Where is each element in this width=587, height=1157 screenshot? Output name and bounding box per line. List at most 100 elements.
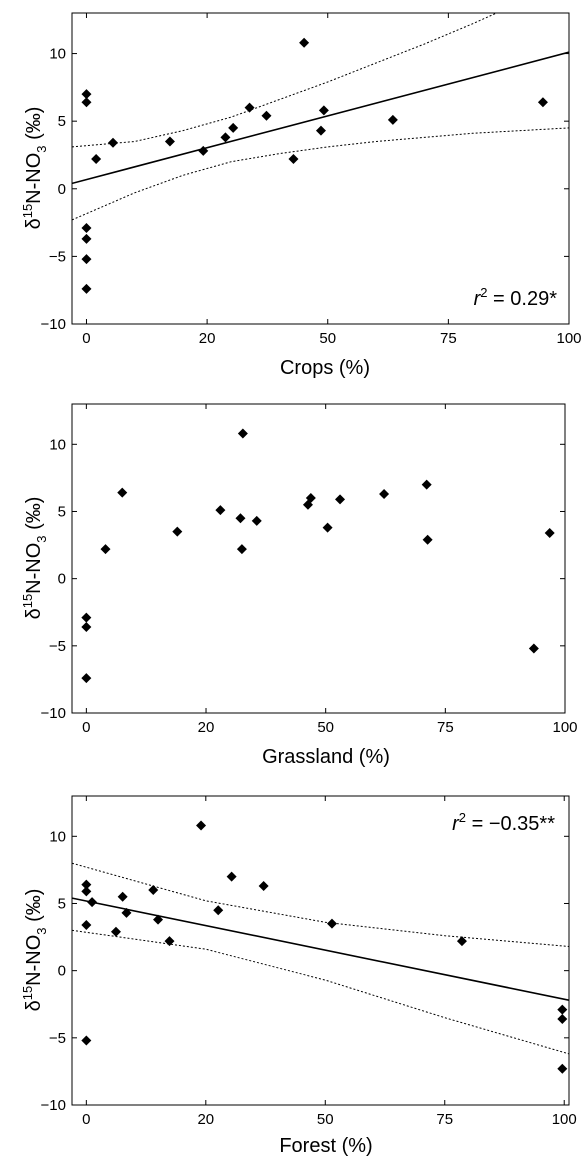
data-point	[81, 622, 92, 633]
y-tick-label: 0	[58, 963, 66, 980]
data-point	[164, 936, 175, 947]
data-point	[148, 885, 159, 896]
regression-line	[72, 897, 569, 1001]
y-axis-title: δ15N-NO3 (‰)	[20, 889, 49, 1012]
data-point	[528, 643, 539, 654]
data-point	[228, 122, 239, 133]
y-axis-title: δ15N-NO3 (‰)	[20, 107, 49, 230]
y-tick-label: 10	[49, 46, 66, 63]
x-tick-label: 50	[319, 330, 336, 347]
data-point	[557, 1014, 568, 1025]
y-tick-label: −10	[41, 316, 66, 333]
x-tick-label: 50	[317, 719, 334, 736]
x-tick-label: 20	[198, 719, 215, 736]
y-tick-label: −5	[49, 1030, 66, 1047]
data-point	[100, 544, 111, 555]
data-point	[81, 1035, 92, 1046]
data-point	[236, 544, 247, 555]
y-tick-label: 5	[58, 503, 66, 520]
x-tick-label: 0	[82, 1111, 90, 1128]
x-tick-label: 100	[552, 1111, 577, 1128]
data-point	[121, 907, 132, 918]
x-axis-title: Grassland (%)	[262, 746, 390, 768]
data-point	[81, 673, 92, 684]
y-tick-label: 10	[49, 828, 66, 845]
data-point	[81, 233, 92, 244]
y-tick-label: −5	[49, 638, 66, 655]
data-point	[117, 487, 128, 498]
x-tick-label: 0	[82, 719, 90, 736]
x-tick-label: 100	[556, 330, 581, 347]
data-point	[318, 105, 329, 116]
data-point	[288, 154, 299, 165]
x-tick-label: 0	[82, 330, 90, 347]
y-axis-title: δ15N-NO3 (‰)	[20, 497, 49, 620]
x-tick-label: 75	[436, 1111, 453, 1128]
data-point	[235, 513, 246, 524]
data-point	[110, 926, 121, 937]
data-point	[81, 919, 92, 930]
data-point	[387, 114, 398, 125]
data-point	[322, 522, 333, 533]
data-point	[81, 612, 92, 623]
data-point	[81, 97, 92, 108]
data-point	[172, 526, 183, 537]
data-point	[544, 527, 555, 538]
y-tick-label: −5	[49, 248, 66, 265]
regression-line	[72, 51, 569, 185]
data-point	[226, 871, 237, 882]
x-axis-title: Forest (%)	[279, 1135, 372, 1157]
x-tick-label: 75	[437, 719, 454, 736]
data-point	[81, 254, 92, 265]
x-axis-title: Crops (%)	[280, 357, 370, 379]
data-point	[537, 97, 548, 108]
data-point	[258, 881, 269, 892]
y-tick-label: −10	[41, 1097, 66, 1114]
plot-area	[71, 795, 570, 1106]
data-point	[422, 534, 433, 545]
y-tick-label: −10	[41, 705, 66, 722]
chart-crops: −10 −5 0 5 10 0 20 50 75 100 Crops (%) δ15N-NO3 …	[20, 12, 582, 379]
data-point	[81, 222, 92, 233]
x-tick-label: 75	[440, 330, 457, 347]
r-squared-label: r2 = 0.29*	[474, 285, 558, 310]
data-point	[244, 102, 255, 113]
data-point	[108, 137, 119, 148]
data-point	[213, 905, 224, 916]
data-point	[379, 489, 390, 500]
data-point	[237, 428, 248, 439]
data-point	[251, 515, 262, 526]
data-point	[220, 132, 231, 143]
chart-forest: −10 −5 0 5 10 0 20 50 75 100 Forest (%) δ15N-NO3…	[20, 795, 577, 1157]
data-point	[164, 136, 175, 147]
chart-grassland: −10 −5 0 5 10 0 20 50 75 100 Grassland (%) δ15N-…	[20, 403, 578, 768]
data-point	[198, 145, 209, 156]
data-point	[81, 886, 92, 897]
data-point	[557, 1004, 568, 1015]
data-point	[557, 1063, 568, 1074]
y-tick-label: 5	[58, 113, 66, 130]
data-point	[81, 879, 92, 890]
x-tick-label: 20	[199, 330, 216, 347]
data-point	[261, 110, 272, 121]
y-tick-label: 0	[58, 181, 66, 198]
data-point	[456, 936, 467, 947]
data-point	[196, 820, 207, 831]
y-tick-label: 0	[58, 571, 66, 588]
data-point	[153, 914, 164, 925]
data-point	[215, 505, 226, 516]
data-point	[117, 891, 128, 902]
data-point	[299, 37, 310, 48]
data-point	[305, 493, 316, 504]
data-point	[87, 897, 98, 908]
data-point	[81, 89, 92, 100]
x-tick-label: 20	[197, 1111, 214, 1128]
data-point	[326, 918, 337, 929]
data-point	[81, 283, 92, 294]
confidence-band-upper	[72, 862, 569, 947]
data-point	[91, 154, 102, 165]
plot-area	[71, 403, 566, 714]
x-tick-label: 50	[317, 1111, 334, 1128]
x-tick-label: 100	[552, 719, 577, 736]
